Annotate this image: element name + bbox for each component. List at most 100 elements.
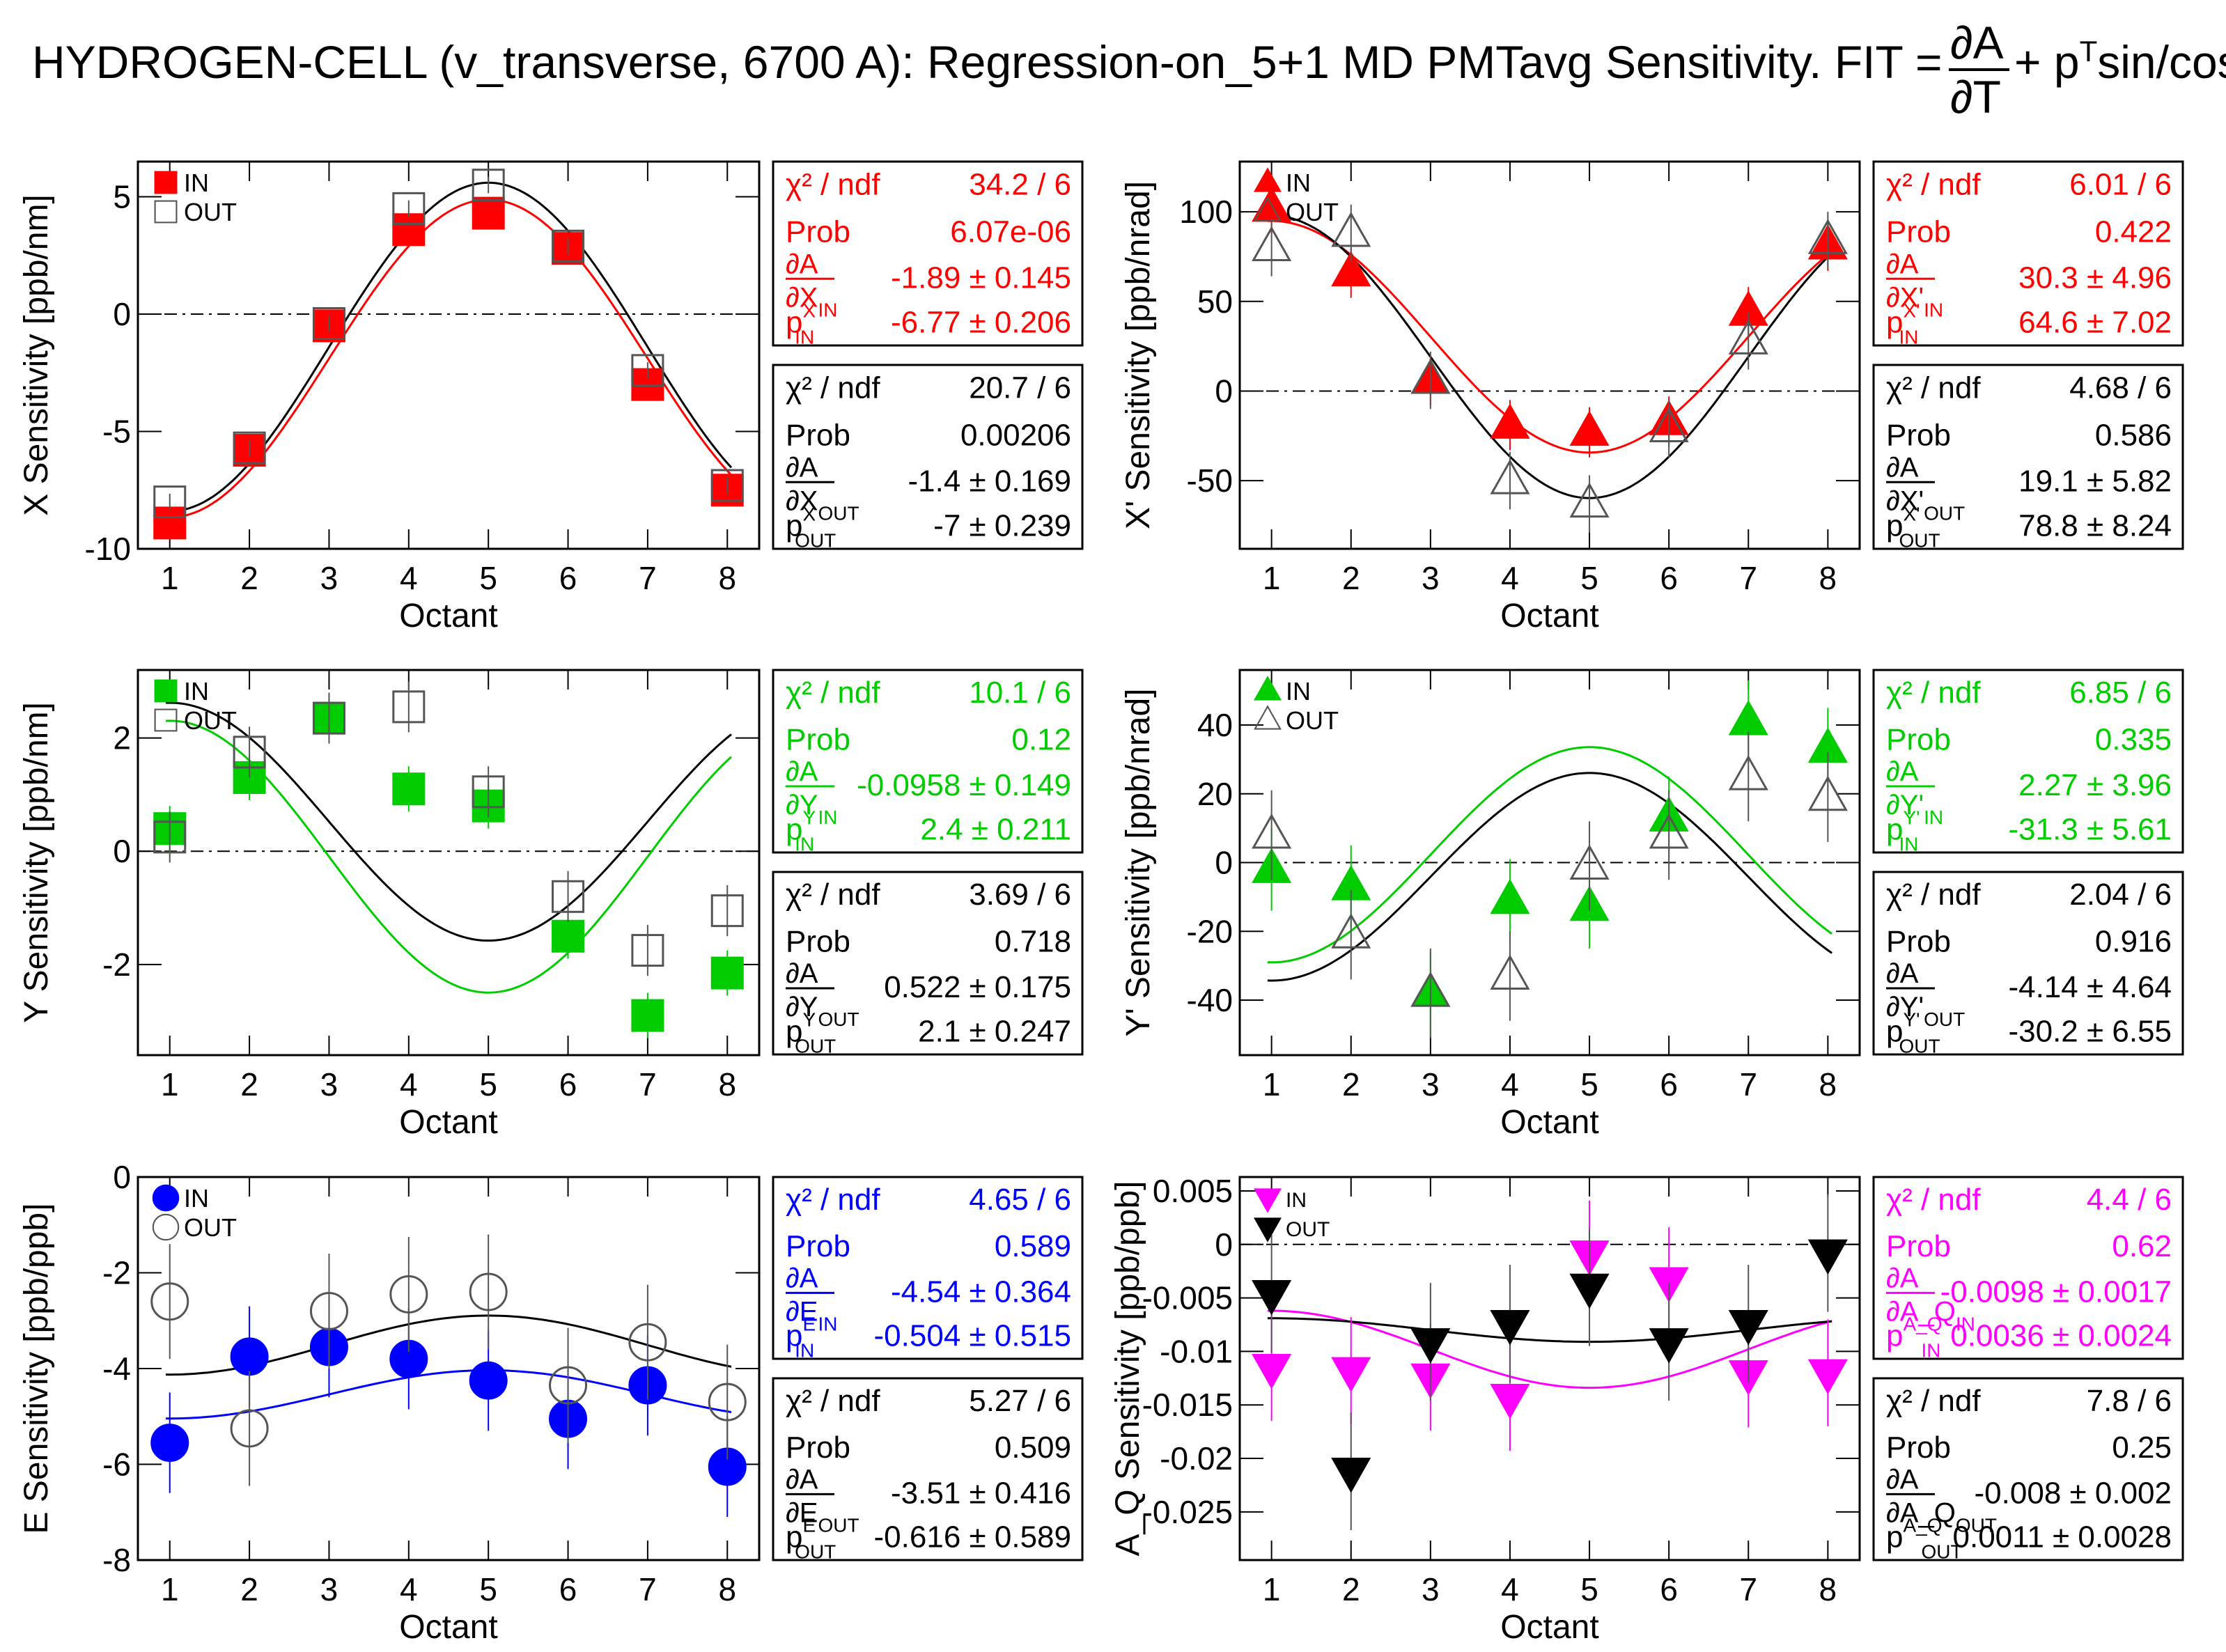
legend-marker-out xyxy=(154,200,178,224)
x-tick-label: 4 xyxy=(1501,1066,1519,1102)
stat-chi2-label: χ² / ndf xyxy=(786,1384,880,1418)
data-point xyxy=(1410,358,1451,394)
legend-marker-in xyxy=(1254,1188,1282,1213)
stat-prob-label: Prob xyxy=(1886,1431,1951,1465)
data-point xyxy=(628,1323,667,1362)
x-tick-label: 5 xyxy=(479,1066,497,1102)
x-tick-label: 6 xyxy=(1660,1066,1678,1102)
stat-fit-a-num: ∂A xyxy=(786,452,818,483)
y-tick-label: -8 xyxy=(102,1542,131,1578)
x-tick-label: 7 xyxy=(639,560,657,596)
data-point xyxy=(631,999,664,1032)
stat-chi2-label: χ² / ndf xyxy=(1886,168,1981,202)
stat-chi2-label: χ² / ndf xyxy=(1886,1183,1981,1217)
data-point xyxy=(392,690,426,724)
x-tick-label: 8 xyxy=(1819,560,1837,596)
stat-fit-a-value: 30.3 ± 4.96 xyxy=(2018,261,2172,295)
stat-fit-a-value: -0.0958 ± 0.149 xyxy=(857,768,1071,802)
data-point xyxy=(710,956,744,990)
data-point xyxy=(1490,459,1530,494)
stats-frame xyxy=(1872,669,2184,854)
stat-prob-label: Prob xyxy=(786,215,850,249)
stats-frame xyxy=(1872,364,2184,550)
stat-chi2-value: 2.04 / 6 xyxy=(2069,878,2172,912)
title-tail: + pTsin/cos xyxy=(2014,35,2226,88)
stat-prob-value: 0.00206 xyxy=(960,419,1071,453)
fit-curve-in xyxy=(1267,1309,1832,1389)
stat-chi2-value: 3.69 / 6 xyxy=(969,878,1071,912)
stat-fit-a-value: -0.008 ± 0.002 xyxy=(1975,1476,2172,1510)
fit-curve-out xyxy=(165,701,732,942)
y-tick-label: 0 xyxy=(1215,373,1233,409)
title-frac-den: ∂T xyxy=(1950,71,2001,123)
y-tick-label: 0 xyxy=(1215,845,1233,881)
stat-fit-a-value: 19.1 ± 5.82 xyxy=(2018,465,2172,499)
stats-box-out: χ² / ndf 5.27 / 6 Prob 0.509 ∂A∂EOUT -3.51 ± … xyxy=(772,1377,1084,1563)
stat-fit-a-value: -3.51 ± 0.416 xyxy=(891,1476,1071,1510)
stat-fit-a-den: ∂YIN xyxy=(786,790,837,828)
data-point xyxy=(312,307,345,341)
y-tick-label: -0.02 xyxy=(1160,1440,1233,1476)
y-tick-label: -0.01 xyxy=(1160,1333,1233,1369)
data-point xyxy=(1649,1328,1689,1364)
data-point xyxy=(1252,1353,1292,1389)
stats-frame xyxy=(772,1377,1084,1561)
stats-box-in: χ² / ndf 34.2 / 6 Prob 6.07e-06 ∂A∂XIN -1.89 … xyxy=(772,160,1084,348)
data-point xyxy=(1410,972,1451,1007)
stats-frame xyxy=(772,364,1084,550)
stat-chi2-value: 5.27 / 6 xyxy=(969,1384,1071,1418)
stat-fit-p-value: -0.504 ± 0.515 xyxy=(874,1319,1071,1353)
stat-prob-value: 0.62 xyxy=(2112,1229,2172,1263)
figure-title: HYDROGEN-CELL (v_transverse, 6700 A): Re… xyxy=(32,17,2226,123)
x-tick-label: 8 xyxy=(1819,1571,1837,1607)
x-tick-label: 7 xyxy=(1739,560,1757,596)
stat-fit-a-den: ∂YOUT xyxy=(786,992,859,1030)
x-tick-label: 3 xyxy=(320,1066,338,1102)
stats-box-in: χ² / ndf 4.65 / 6 Prob 0.589 ∂A∂EIN -4.54 ± 0… xyxy=(772,1176,1084,1362)
stat-prob-value: 0.509 xyxy=(995,1431,1071,1465)
x-tick-label: 5 xyxy=(479,1571,497,1607)
data-point xyxy=(153,506,187,540)
data-point xyxy=(631,368,664,401)
x-tick-label: 5 xyxy=(1580,1066,1598,1102)
x-tick-label: 2 xyxy=(1342,1571,1360,1607)
stat-fit-a-den: ∂XIN xyxy=(786,282,837,320)
data-point xyxy=(1569,410,1610,446)
data-point xyxy=(1807,219,1848,254)
stat-fit-p-value: 2.4 ± 0.211 xyxy=(920,813,1071,847)
legend-label-in: IN xyxy=(184,1184,209,1213)
stat-prob-label: Prob xyxy=(1886,1229,1951,1263)
panel-6: 1 2 3 4 5 6 7 8 Octant 0.005 0 -0.005 -0.01 -0.015 -0.… xyxy=(1110,1173,2184,1646)
y-tick-label: 0 xyxy=(1215,1226,1233,1263)
stat-fit-a-den: ∂XOUT xyxy=(786,485,859,524)
x-axis-label: Octant xyxy=(399,598,497,634)
stat-fit-p-label: pY' OUT xyxy=(1886,1009,1940,1057)
stat-prob-label: Prob xyxy=(1886,925,1951,959)
data-point xyxy=(552,919,585,953)
x-tick-label: 7 xyxy=(1739,1066,1757,1102)
y-tick-label: 100 xyxy=(1179,194,1233,230)
stat-fit-a-num: ∂A xyxy=(1886,756,1919,787)
stat-fit-p-value: -0.616 ± 0.589 xyxy=(874,1520,1071,1554)
y-axis-label: E Sensitivity [ppb/ppb] xyxy=(18,1203,55,1534)
y-tick-label: 20 xyxy=(1197,776,1233,812)
legend-label-out: OUT xyxy=(184,706,237,735)
stat-fit-a-num: ∂A xyxy=(1886,249,1919,279)
data-point xyxy=(1569,844,1610,880)
stat-prob-value: 0.25 xyxy=(2112,1431,2172,1465)
x-tick-label: 6 xyxy=(1660,560,1678,596)
x-tick-label: 3 xyxy=(1422,1066,1440,1102)
stat-chi2-value: 4.4 / 6 xyxy=(2087,1183,2172,1217)
plot-frame xyxy=(1238,1176,1861,1561)
y-tick-label: 0 xyxy=(113,1159,131,1195)
data-point xyxy=(631,354,664,387)
data-point xyxy=(1254,1188,1282,1213)
stat-fit-a-den: ∂A_QOUT xyxy=(1886,1497,1997,1536)
data-point xyxy=(710,894,744,928)
stats-box-out: χ² / ndf 4.68 / 6 Prob 0.586 ∂A∂X'OUT 19.1 ± … xyxy=(1872,364,2184,552)
fit-curve-in xyxy=(165,198,733,519)
legend-label-out: OUT xyxy=(1286,1218,1330,1241)
stat-fit-a-den: ∂EOUT xyxy=(786,1497,859,1536)
stat-chi2-value: 4.68 / 6 xyxy=(2069,371,2172,405)
stat-fit-a-value: -1.4 ± 0.169 xyxy=(908,465,1071,499)
